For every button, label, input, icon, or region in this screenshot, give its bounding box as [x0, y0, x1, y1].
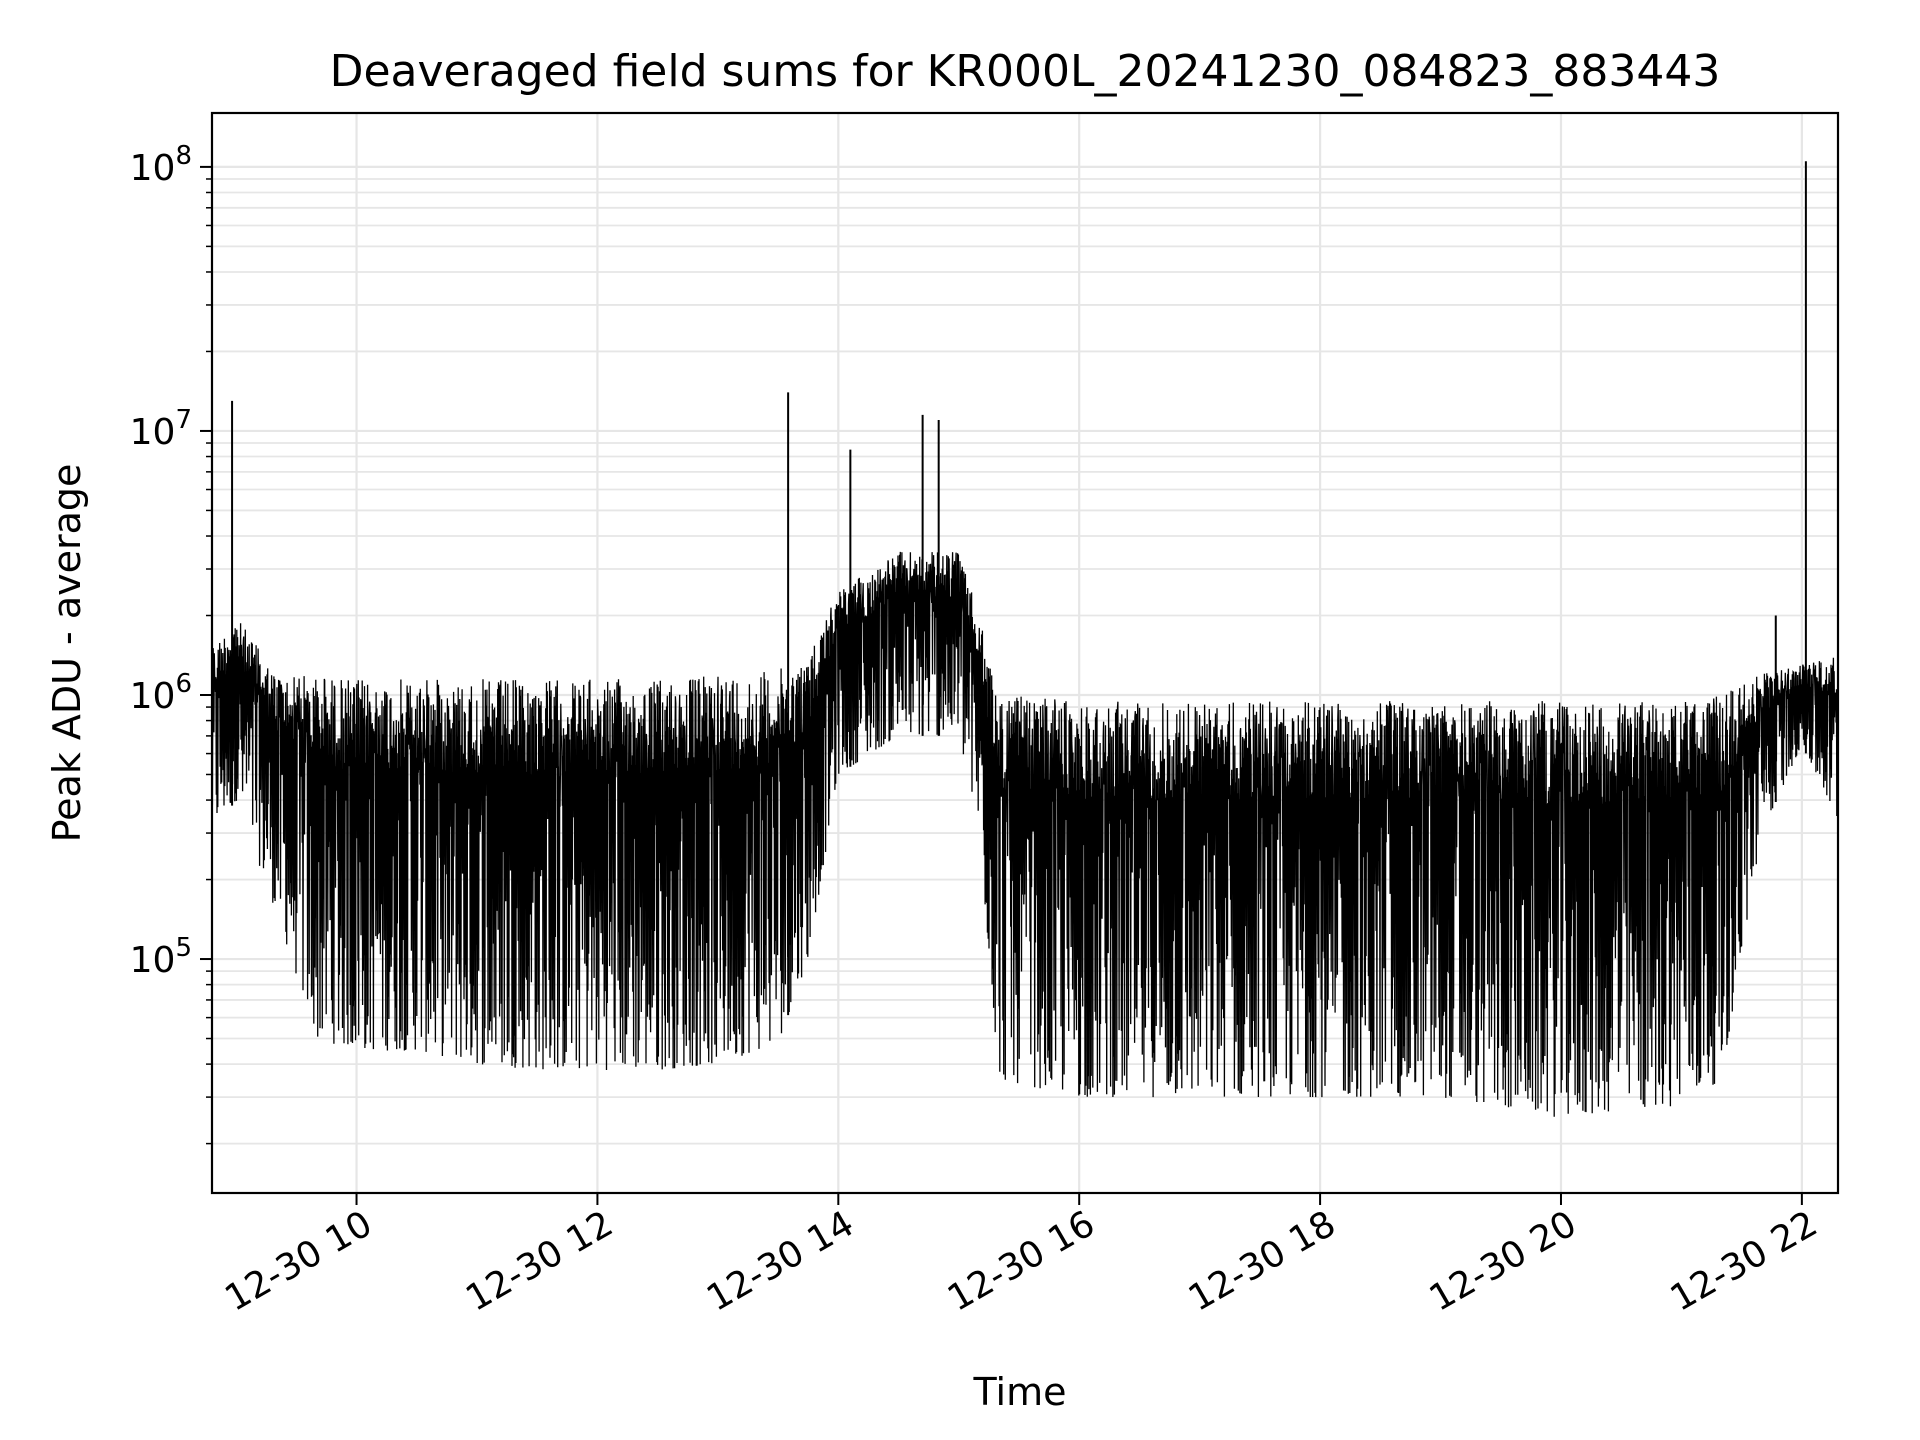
chart-title: Deaveraged field sums for KR000L_2024123…	[330, 46, 1721, 97]
x-axis-label: Time	[973, 1370, 1067, 1414]
series-line	[211, 551, 1839, 1117]
y-axis-label: Peak ADU - average	[45, 464, 89, 843]
y-tick-label: 108	[130, 141, 192, 189]
y-tick-label: 105	[130, 933, 192, 981]
data-series	[211, 161, 1839, 1117]
y-tick-label: 107	[130, 405, 192, 453]
y-tick-label: 106	[130, 669, 192, 717]
plot-frame	[210, 111, 1840, 1195]
